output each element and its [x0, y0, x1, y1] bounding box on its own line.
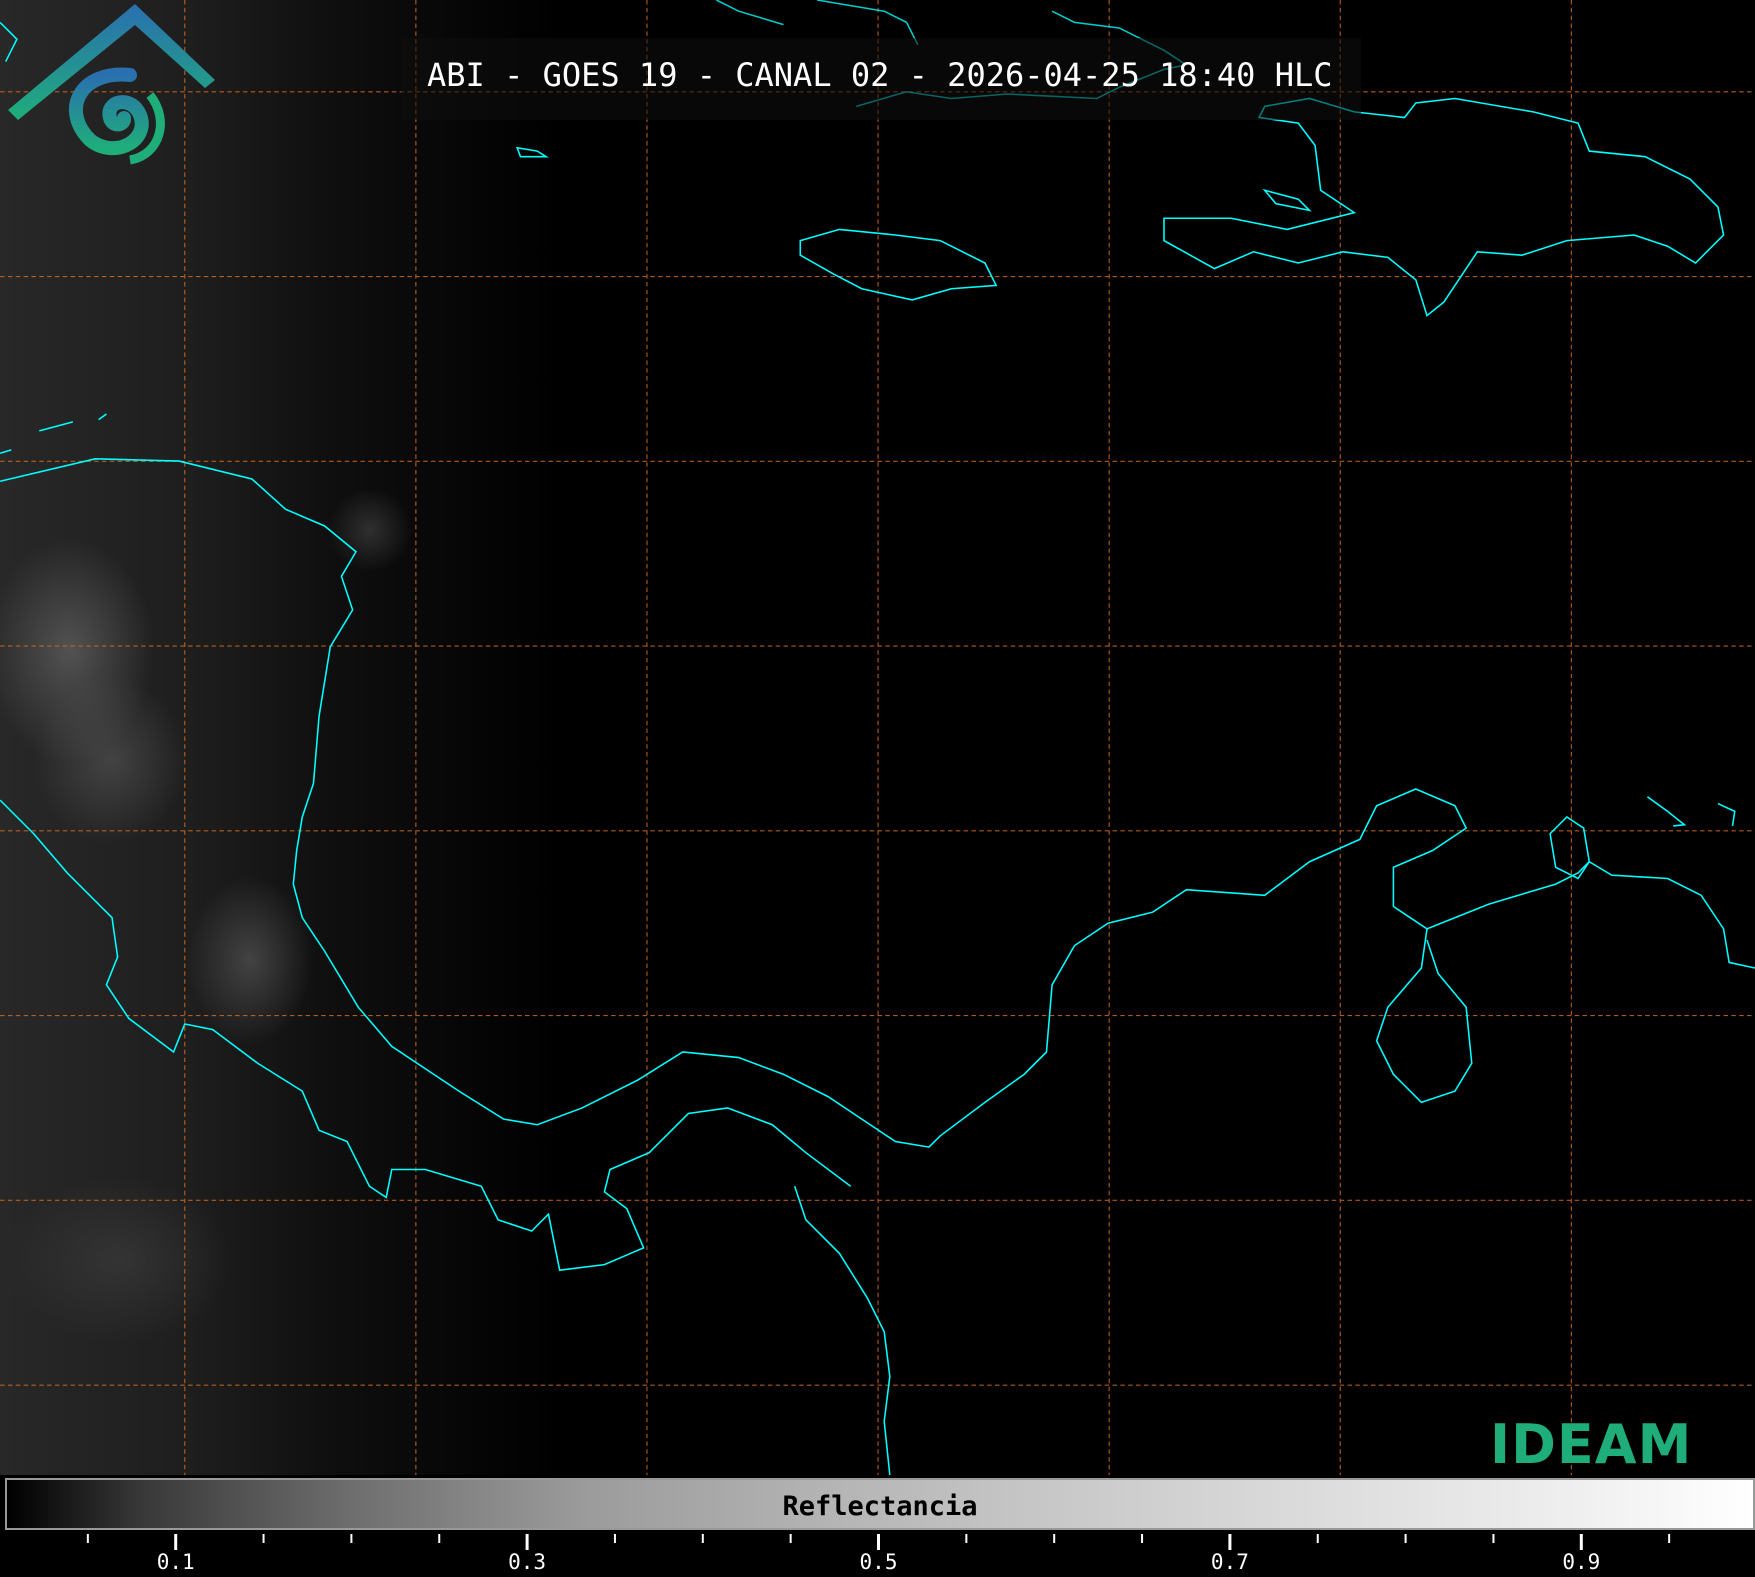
map-overlay	[0, 0, 1755, 1475]
coastline-colombia-pacific	[793, 1186, 891, 1475]
coastline-pacific	[0, 799, 852, 1272]
tick-label: 0.7	[1210, 1550, 1249, 1574]
colorbar: Reflectancia	[5, 1478, 1755, 1530]
island-hispaniola	[1163, 97, 1725, 317]
lat-lon-gridlines	[0, 0, 1755, 1475]
tick-label: 0.3	[508, 1550, 547, 1574]
ideam-logo	[8, 4, 215, 165]
ideam-logo-text: IDEAM	[1490, 1413, 1693, 1475]
island-jamaica	[799, 228, 998, 301]
island-gonave	[1262, 188, 1312, 212]
title-background	[401, 38, 1361, 120]
island-aruba-curacao	[1646, 796, 1736, 827]
map-title: ABI - GOES 19 - CANAL 02 - 2026-04-25 18…	[427, 56, 1333, 94]
coastline-paraguana	[1549, 815, 1591, 880]
tick-label: 0.5	[859, 1550, 898, 1574]
island-san-andres	[0, 413, 107, 454]
colorbar-label: Reflectancia	[782, 1491, 978, 1522]
island-cayman	[515, 146, 549, 158]
colorbar-ticks	[86, 1534, 1671, 1550]
coastline-central-america-caribbean	[0, 458, 1755, 1148]
tick-label: 0.9	[1562, 1550, 1601, 1574]
coastline-lake-maracaibo	[1375, 928, 1473, 1104]
satellite-map: ABI - GOES 19 - CANAL 02 - 2026-04-25 18…	[0, 0, 1755, 1475]
coastline-nicaragua-west	[0, 21, 18, 62]
tick-label: 0.1	[156, 1550, 195, 1574]
